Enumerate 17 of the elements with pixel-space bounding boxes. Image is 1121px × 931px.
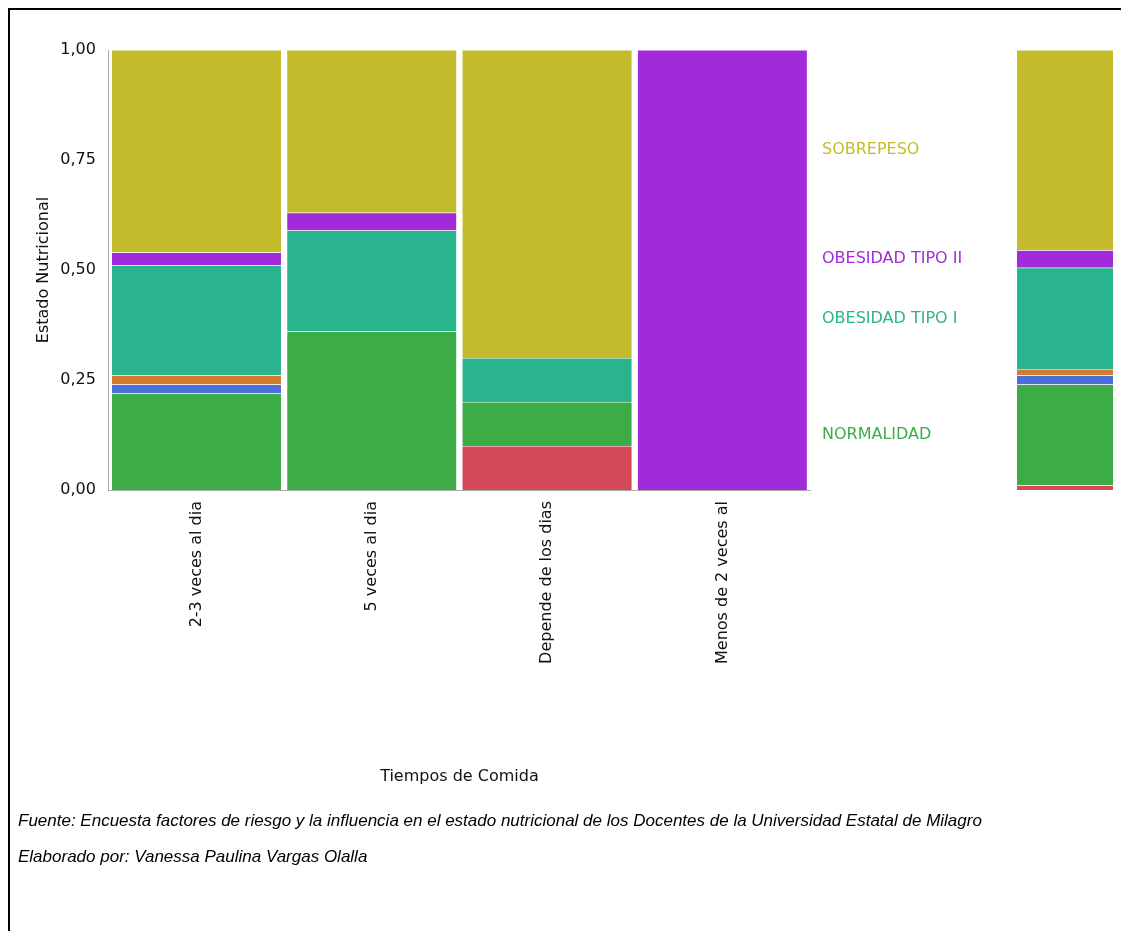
y-axis-title: Estado Nutricional [32, 196, 52, 344]
x-tick-label: Depende de los dias [536, 501, 556, 664]
y-tick-label: 0,25 [60, 369, 96, 389]
text: OBESIDAD TIPO I [822, 307, 958, 327]
source-note: Fuente: Encuesta factores de riesgo y la influencia en el estado nutricional de los Docentes de la Universidad Estatal de Milagro [18, 810, 983, 832]
y-tick-label: 0,00 [60, 479, 96, 499]
y-tick-label: 0,75 [60, 149, 96, 169]
text: NORMALIDAD [822, 424, 932, 444]
text: Elaborado por: Vanessa Paulina Vargas Olalla [18, 846, 369, 868]
y-tick-label: 0,50 [60, 259, 96, 279]
x-tick-label: 2-3 veces al dia [185, 501, 205, 628]
x-tick-label: Menos de 2 veces al [711, 501, 731, 664]
series-label: OBESIDAD TIPO II [822, 248, 963, 268]
x-axis-title: Tiempos de Comida [379, 765, 539, 785]
y-tick-label: 1,00 [60, 39, 96, 59]
x-tick-label: 5 veces al dia [360, 501, 380, 612]
text: SOBREPESO [822, 139, 920, 159]
